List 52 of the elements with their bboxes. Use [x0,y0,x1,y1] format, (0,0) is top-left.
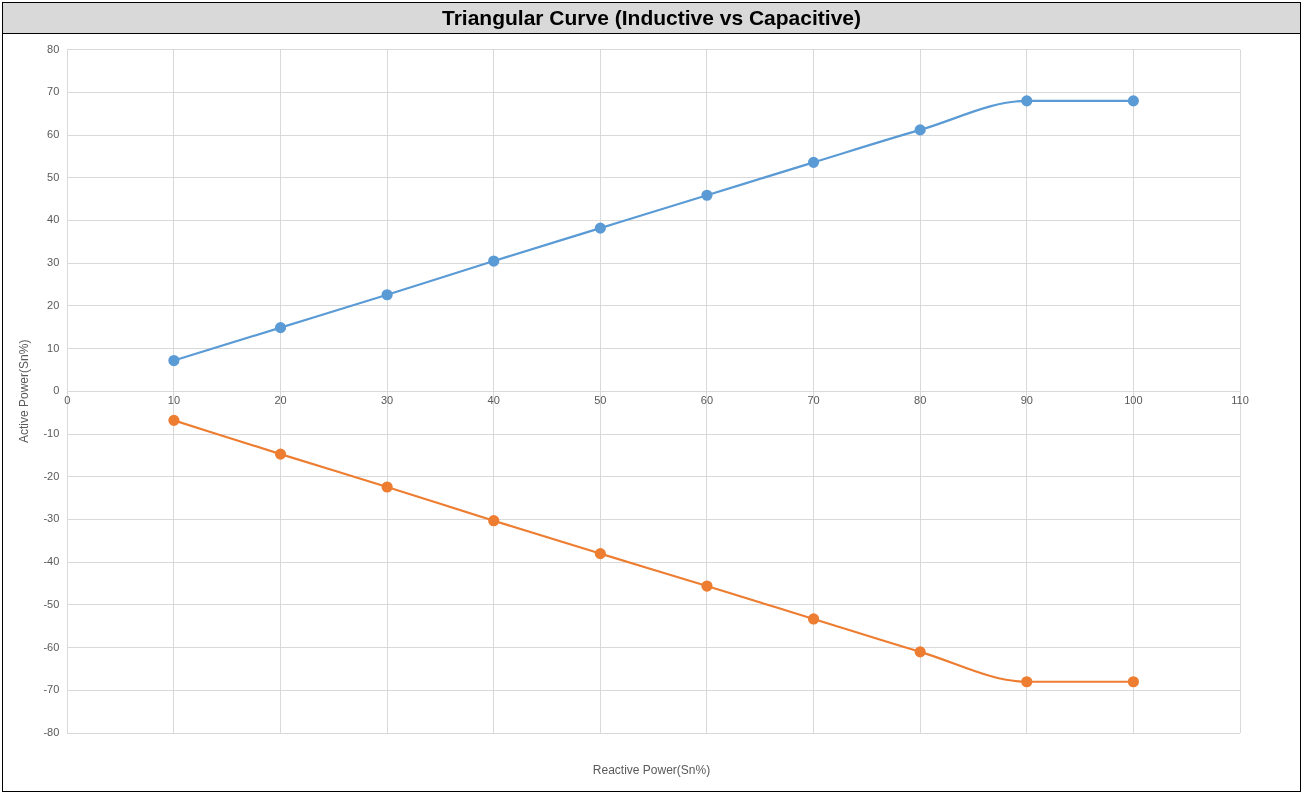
y-tick-label: -60 [43,640,60,653]
y-tick-label: 10 [47,341,60,354]
y-tick-label: -70 [43,683,60,696]
y-tick-label: -10 [43,427,60,440]
point [701,189,713,201]
x-tick-label: 20 [274,393,287,406]
y-tick-label: -30 [43,512,60,525]
point [488,255,500,267]
x-axis-title: Reactive Power(Sn%) [591,763,712,777]
point [168,354,180,367]
point [274,322,287,334]
x-tick-label: 30 [381,393,394,406]
y-tick-label: -40 [43,555,60,568]
point [1021,676,1033,688]
x-tick-label: 110 [1231,393,1249,406]
x-tick-label: 80 [914,393,927,406]
point [914,124,926,136]
point [381,289,393,301]
point [914,646,926,658]
x-tick-label: 60 [700,393,714,406]
y-tick-label: 40 [47,213,60,226]
point [381,481,393,493]
point [488,515,500,527]
y-axis-title: Active Power(Sn%) [16,339,31,443]
x-tick-label: 10 [167,393,181,406]
y-tick-label: 80 [47,42,60,55]
y-tick-label: -20 [43,469,60,482]
y-tick-label: 30 [47,256,60,269]
x-tick-label: 100 [1124,393,1143,406]
x-tick-label: 90 [1020,393,1033,406]
y-tick-label: 50 [47,170,60,183]
x-tick-label: 50 [594,393,607,406]
chart-title: Triangular Curve (Inductive vs Capacitive) [3,3,1300,34]
point [594,548,606,560]
point [807,613,820,625]
x-tick-label: 70 [807,393,820,406]
y-tick-label: 0 [53,384,60,397]
x-tick-label: 40 [487,393,500,406]
point [807,156,820,168]
point [168,414,180,426]
point [1127,95,1139,107]
y-tick-label: 20 [47,298,60,311]
x-tick-label: 0 [64,393,71,406]
point [274,448,287,460]
point [1021,95,1033,107]
y-tick-label: -50 [43,597,60,610]
point [1127,676,1139,688]
y-tick-label: 70 [47,85,60,98]
y-tick-label: 60 [47,128,60,141]
y-tick-label: -80 [43,726,60,739]
point [701,580,713,592]
point [594,222,606,234]
